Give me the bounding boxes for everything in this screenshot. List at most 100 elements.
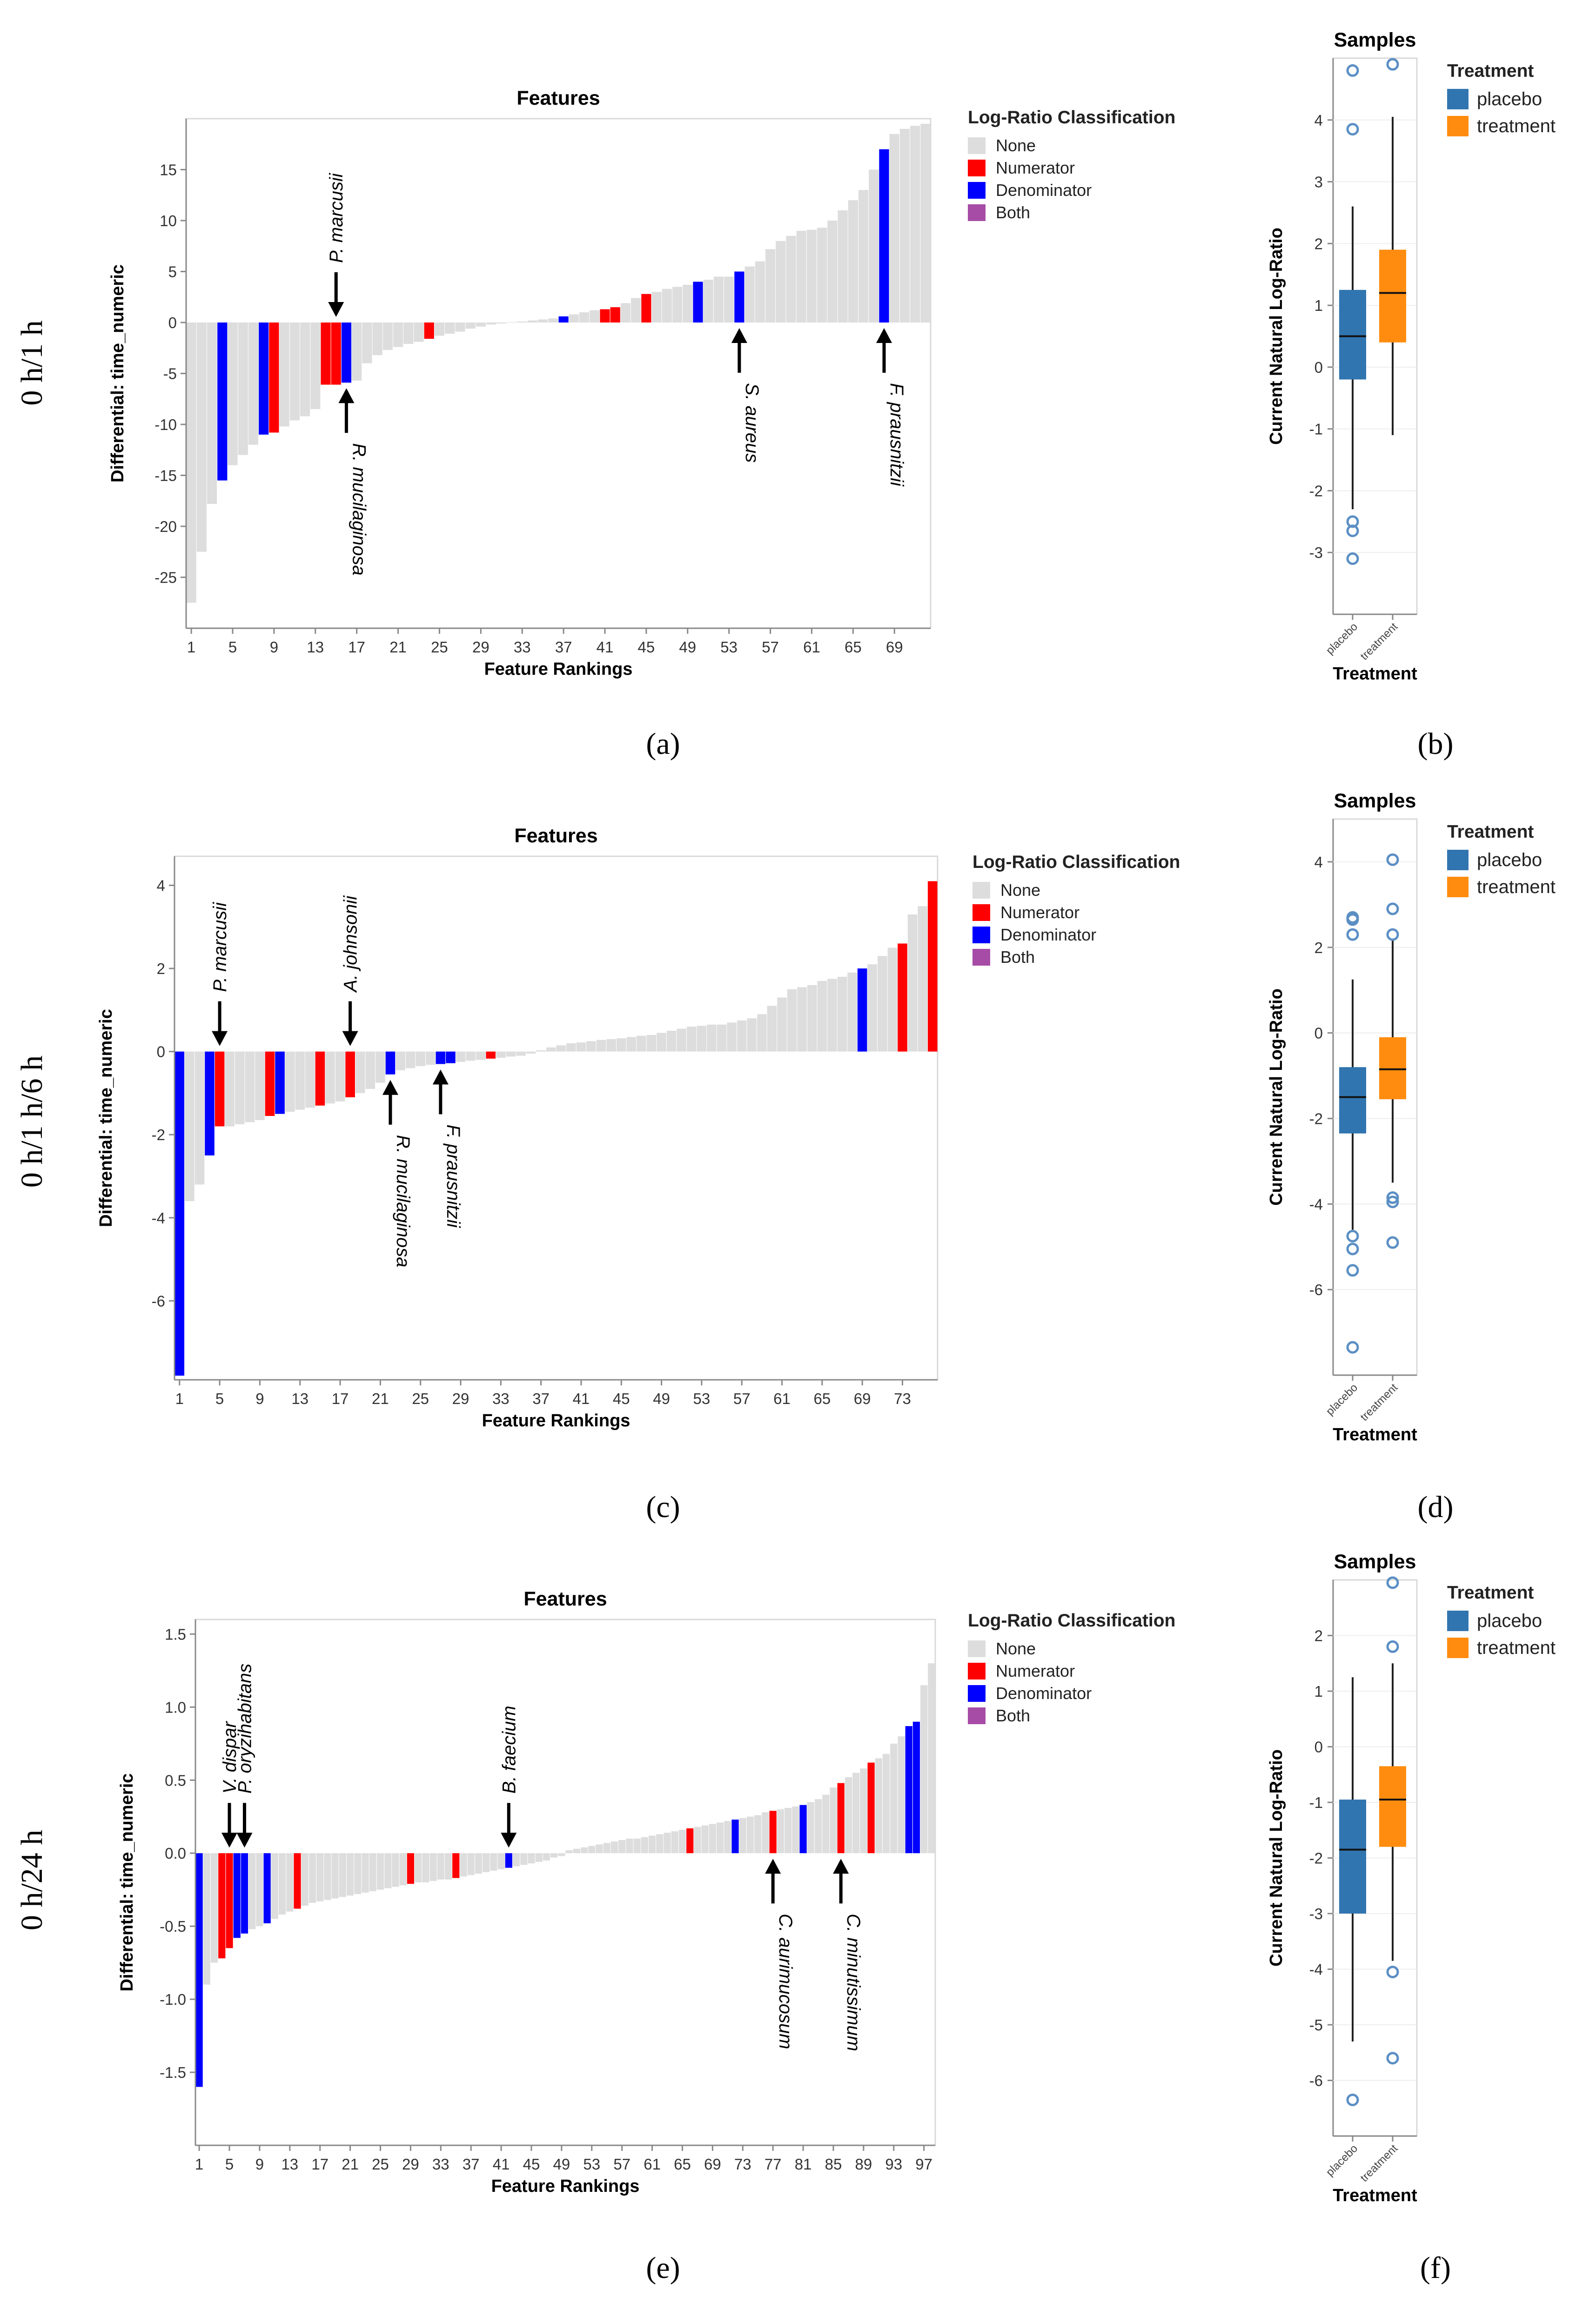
annotation-c-aurimucosum-label: C. aurimucosum xyxy=(775,1914,796,2049)
outlier-placebo xyxy=(1346,64,1359,77)
bar-56 xyxy=(755,261,765,322)
bar-52 xyxy=(713,276,724,322)
y-axis-title: Differential: time_numeric xyxy=(117,1774,137,1992)
bar-96 xyxy=(912,1721,920,1854)
bar-21 xyxy=(376,1051,385,1083)
x-tick-label: 53 xyxy=(693,1390,711,1407)
chart-title: Samples xyxy=(1334,1551,1416,1573)
bar-57 xyxy=(737,1020,747,1052)
annotation-v-dispar-arrow-head xyxy=(221,1833,238,1848)
x-tick-label: 13 xyxy=(291,1390,308,1407)
bar-46 xyxy=(651,292,662,322)
x-tick-label: 5 xyxy=(225,2156,234,2173)
bar-50 xyxy=(565,1850,573,1854)
x-axis-title: Treatment xyxy=(1333,1425,1417,1444)
panel-label-a: (a) xyxy=(646,727,680,761)
legend-label-both: Both xyxy=(996,1706,1030,1725)
x-tick-label: 21 xyxy=(342,2156,359,2173)
y-tick-label: -1.0 xyxy=(160,1991,186,2008)
x-tick-label: 49 xyxy=(679,638,696,656)
bar-10 xyxy=(265,1051,275,1116)
legend-swatch-denominator xyxy=(972,927,990,943)
bar-1 xyxy=(195,1853,203,2087)
bar-62 xyxy=(787,989,797,1052)
x-tick-label: 13 xyxy=(281,2156,298,2173)
annotation-r-mucilaginosa-arrow-head xyxy=(382,1080,398,1095)
bar-62 xyxy=(817,228,827,322)
y-tick-label: -3 xyxy=(1309,1905,1323,1922)
panel-label-f: (f) xyxy=(1420,2251,1451,2285)
outlier-placebo xyxy=(1346,2093,1359,2106)
legend-swatch-denominator xyxy=(968,182,986,199)
y-axis-title: Differential: time_numeric xyxy=(96,1009,116,1227)
outlier-treatment xyxy=(1386,1196,1399,1209)
bar-47 xyxy=(637,1035,646,1052)
bar-56 xyxy=(727,1022,737,1052)
outlier-placebo xyxy=(1346,1341,1359,1354)
bar-63 xyxy=(827,221,838,322)
x-tick-label: 29 xyxy=(452,1390,469,1407)
bar-64 xyxy=(671,1831,678,1854)
bar-71 xyxy=(878,956,887,1052)
bar-59 xyxy=(757,1014,767,1052)
legend-label-treatment: treatment xyxy=(1477,1638,1556,1658)
bar-35 xyxy=(538,319,548,322)
y-tick-label: -5 xyxy=(1309,2016,1323,2034)
bar-65 xyxy=(848,200,858,322)
legend-label-none: None xyxy=(996,1639,1036,1658)
y-tick-label: 4 xyxy=(1314,853,1323,871)
x-tick-label: 17 xyxy=(348,638,365,656)
y-tick-label: -4 xyxy=(152,1209,165,1227)
bar-48 xyxy=(550,1853,558,1858)
box-treatment xyxy=(1379,1037,1406,1100)
bar-16 xyxy=(341,322,352,383)
bar-60 xyxy=(767,1006,777,1052)
bar-2 xyxy=(203,1853,210,1985)
chart-title: Features xyxy=(514,825,597,847)
bar-85 xyxy=(830,1787,837,1854)
y-tick-label: 1 xyxy=(1314,1683,1323,1700)
bar-73 xyxy=(739,1818,746,1854)
bar-3 xyxy=(194,1051,205,1185)
y-tick-label: -3 xyxy=(1309,544,1323,561)
x-tick-label: 65 xyxy=(845,638,862,656)
annotation-c-minutissimum-label: C. minutissimum xyxy=(843,1914,864,2051)
bar-20 xyxy=(365,1051,376,1089)
annotation-p-marcusii-arrow-head xyxy=(328,302,344,317)
bar-9 xyxy=(255,1051,265,1120)
bar-25 xyxy=(416,1051,425,1066)
bar-52 xyxy=(580,1847,588,1854)
y-tick-label: 0.0 xyxy=(165,1845,186,1862)
bar-73 xyxy=(898,943,907,1052)
bar-7 xyxy=(241,1853,248,1934)
y-tick-label: 1.5 xyxy=(165,1626,186,1643)
x-tick-label: 1 xyxy=(195,2156,203,2173)
bar-16 xyxy=(308,1853,316,1903)
bar-31 xyxy=(422,1853,429,1882)
outlier-treatment xyxy=(1386,1965,1399,1978)
annotation-r-mucilaginosa-label: R. mucilaginosa xyxy=(393,1135,413,1268)
bar-14 xyxy=(321,322,331,385)
y-tick-label: 1 xyxy=(1314,297,1323,314)
y-tick-label: 1.0 xyxy=(165,1699,186,1716)
bar-37 xyxy=(467,1853,475,1875)
x-tick-label: 45 xyxy=(638,638,655,656)
x-axis-title: Treatment xyxy=(1333,664,1417,684)
outlier-treatment xyxy=(1386,2052,1399,2065)
x-tick-label: 41 xyxy=(573,1390,590,1407)
bar-26 xyxy=(445,322,455,334)
bar-37 xyxy=(558,316,569,322)
bar-chart-c: 4 2 0 -2 -4 -6 1 5 9 13 17 21 25 29 33 37 41 45 49 53 57 61 65… xyxy=(96,825,1180,1431)
outlier-treatment xyxy=(1386,1191,1399,1204)
x-tick-label: 37 xyxy=(532,1390,550,1407)
bar-49 xyxy=(683,284,693,322)
bar-27 xyxy=(455,322,465,332)
x-tick-label: 65 xyxy=(813,1390,831,1407)
bar-36 xyxy=(526,1051,536,1054)
annotation-b-faecium-arrow-head xyxy=(501,1833,517,1848)
box-placebo xyxy=(1339,1067,1366,1134)
legend-swatch-numerator xyxy=(968,160,986,176)
y-tick-label: -10 xyxy=(154,416,177,433)
bar-51 xyxy=(573,1848,580,1854)
x-tick-label: 49 xyxy=(553,2156,570,2173)
